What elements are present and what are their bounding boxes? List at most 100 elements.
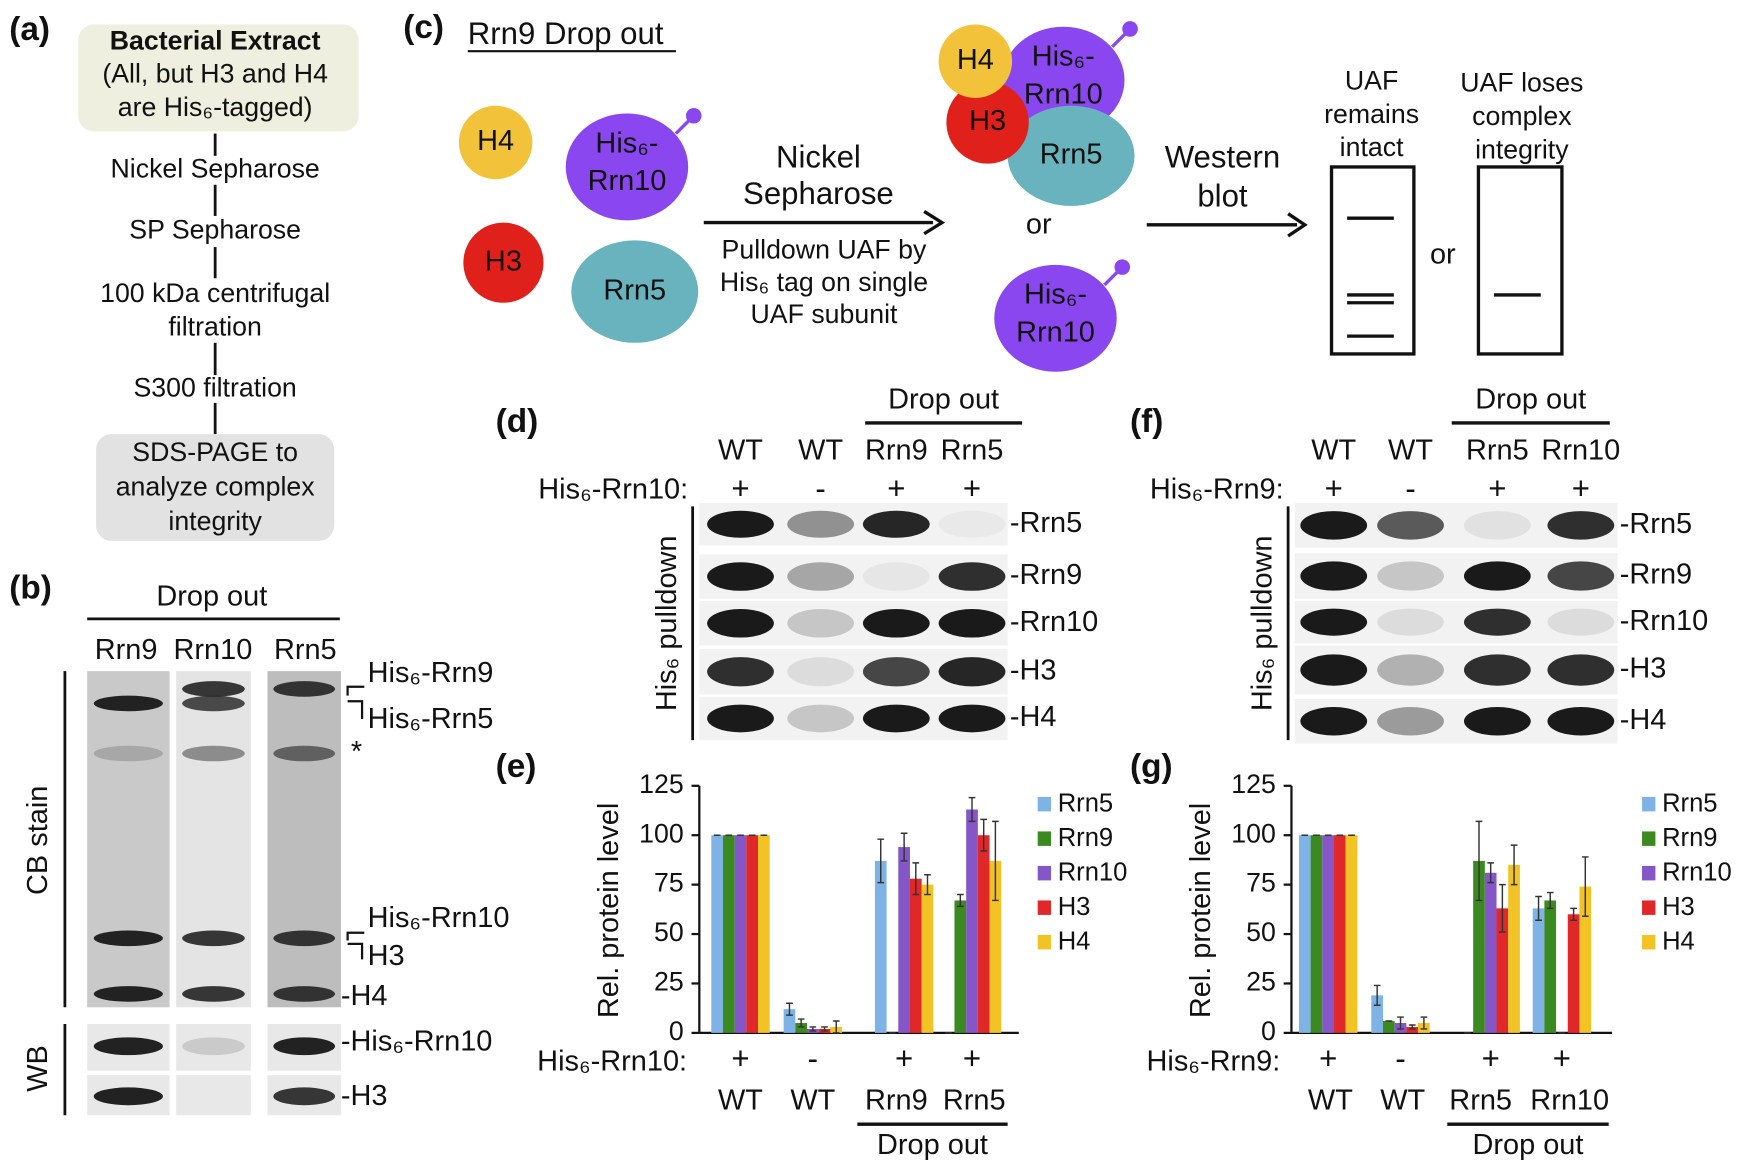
bar [1532,908,1545,1033]
blot-band [707,704,774,733]
y-tick-label: 50 [654,917,684,947]
label: Rrn10 [174,634,253,666]
label: UAF subunit [751,299,899,329]
gel-band [182,986,245,1002]
label: H3 [485,245,522,277]
blot-band [1463,561,1531,591]
error-bar [1487,862,1495,884]
error-bar [956,893,964,908]
label: His₆ pulldown [651,535,683,711]
legend-label: H4 [1662,927,1695,955]
label: His₆- [1032,41,1095,73]
label: + [887,471,905,506]
label: or [1430,239,1456,271]
label: Drop out [877,1129,988,1161]
bar [921,884,934,1033]
wb-band [93,1087,163,1106]
label: + [895,1041,913,1076]
x-tick-label: WT [790,1085,835,1117]
legend-swatch [1037,831,1052,846]
blot-band [1463,608,1531,636]
label: -Rrn5 [1010,507,1082,539]
label: 100 kDa centrifugal [100,278,330,308]
gel-lane [267,671,341,1008]
label: His₆-Rrn5 [368,703,494,735]
label: filtration [168,311,262,341]
label: or [1026,209,1052,241]
bar [874,860,887,1033]
label: -Rrn5 [1620,508,1692,540]
error-bar [832,1020,840,1034]
gel-band [182,745,245,762]
x-tick-label: WT [718,1085,763,1117]
label: analyze complex [116,472,316,502]
gel-lane [176,671,251,1008]
node [938,24,1013,98]
axis-title: Rel. protein level [1185,803,1217,1018]
x-tick-label: WT [1380,1085,1425,1117]
label: remains [1324,99,1419,129]
blot-box [1329,165,1416,356]
bar [711,835,723,1033]
bar [1310,835,1323,1033]
label: WT [798,435,843,467]
blot-band [1300,706,1368,736]
blot-band [787,562,855,591]
bar [909,878,922,1033]
legend-label: H4 [1058,927,1091,955]
legend-swatch [1037,865,1052,881]
label: -H4 [1010,701,1057,733]
blot-band [1463,511,1531,540]
error-bar [1535,895,1542,921]
blot-band [1377,608,1444,636]
y-tick-label: 125 [639,769,684,799]
bar [1579,886,1592,1033]
error-bar [968,796,976,823]
blot-band [1377,654,1444,686]
blot-band [1463,654,1531,686]
final-box [96,434,335,541]
error-bar [992,820,999,902]
label: H4 [477,125,514,157]
legend-label: H3 [1662,893,1695,921]
blot-band [1547,561,1615,591]
label: WB [22,1045,54,1092]
label: - [1395,1041,1405,1076]
label: Rrn10 [1016,317,1095,349]
x-tick-label: WT [1308,1085,1353,1117]
legend-label: Rrn9 [1662,824,1717,852]
label: + [1482,1041,1500,1076]
label: -Rrn10 [1010,606,1098,638]
label: H3 [368,940,405,972]
x-tick-label: Rrn10 [1530,1085,1609,1117]
gel-lane [87,671,170,1008]
gel-band [273,930,336,947]
label: + [1572,471,1590,506]
wb-band [182,1037,245,1056]
legend-swatch [1642,900,1656,915]
legend-label: Rrn10 [1662,858,1732,886]
y-tick-label: 125 [1231,769,1276,799]
wb-band [182,1087,245,1105]
legend-label: Rrn10 [1058,858,1128,886]
error-bar [1546,891,1554,910]
label: - [815,471,825,506]
error-bar [912,862,920,896]
label: + [963,471,981,506]
label: His₆ tag on single [720,267,928,297]
gel-band [93,930,163,947]
blot-band [787,510,855,538]
y-tick-label: 50 [1246,917,1276,947]
label: H4 [957,44,994,76]
label: Nickel Sepharose [111,153,320,183]
label: complex [1472,101,1572,131]
rrn10 [994,264,1117,372]
panel-label: (d) [496,403,539,440]
blot-band [862,704,930,733]
blot-band [1300,511,1368,540]
bar [898,847,910,1033]
y-tick-label: 100 [639,818,684,848]
wb-band [93,1037,163,1056]
y-tick-label: 100 [1231,818,1276,848]
node [463,222,544,303]
